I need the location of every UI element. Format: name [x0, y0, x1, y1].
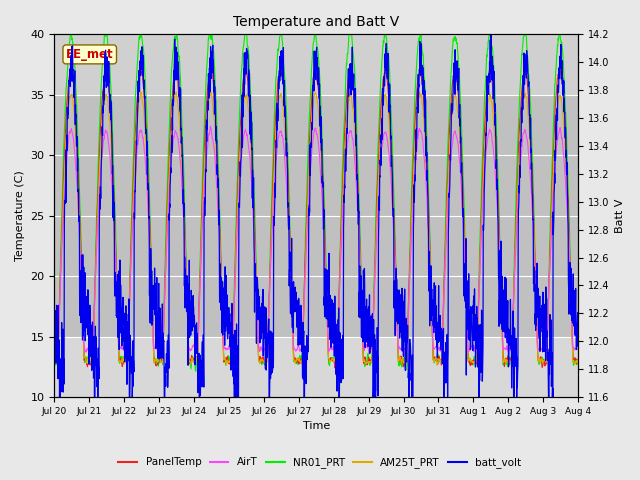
- Y-axis label: Batt V: Batt V: [615, 199, 625, 233]
- Bar: [54, 35, 578, 95]
- Title: Temperature and Batt V: Temperature and Batt V: [233, 15, 399, 29]
- Text: EE_met: EE_met: [66, 48, 113, 61]
- Y-axis label: Temperature (C): Temperature (C): [15, 170, 25, 261]
- Bar: [54, 95, 578, 336]
- Legend: PanelTemp, AirT, NR01_PRT, AM25T_PRT, batt_volt: PanelTemp, AirT, NR01_PRT, AM25T_PRT, ba…: [115, 453, 525, 472]
- X-axis label: Time: Time: [303, 421, 330, 432]
